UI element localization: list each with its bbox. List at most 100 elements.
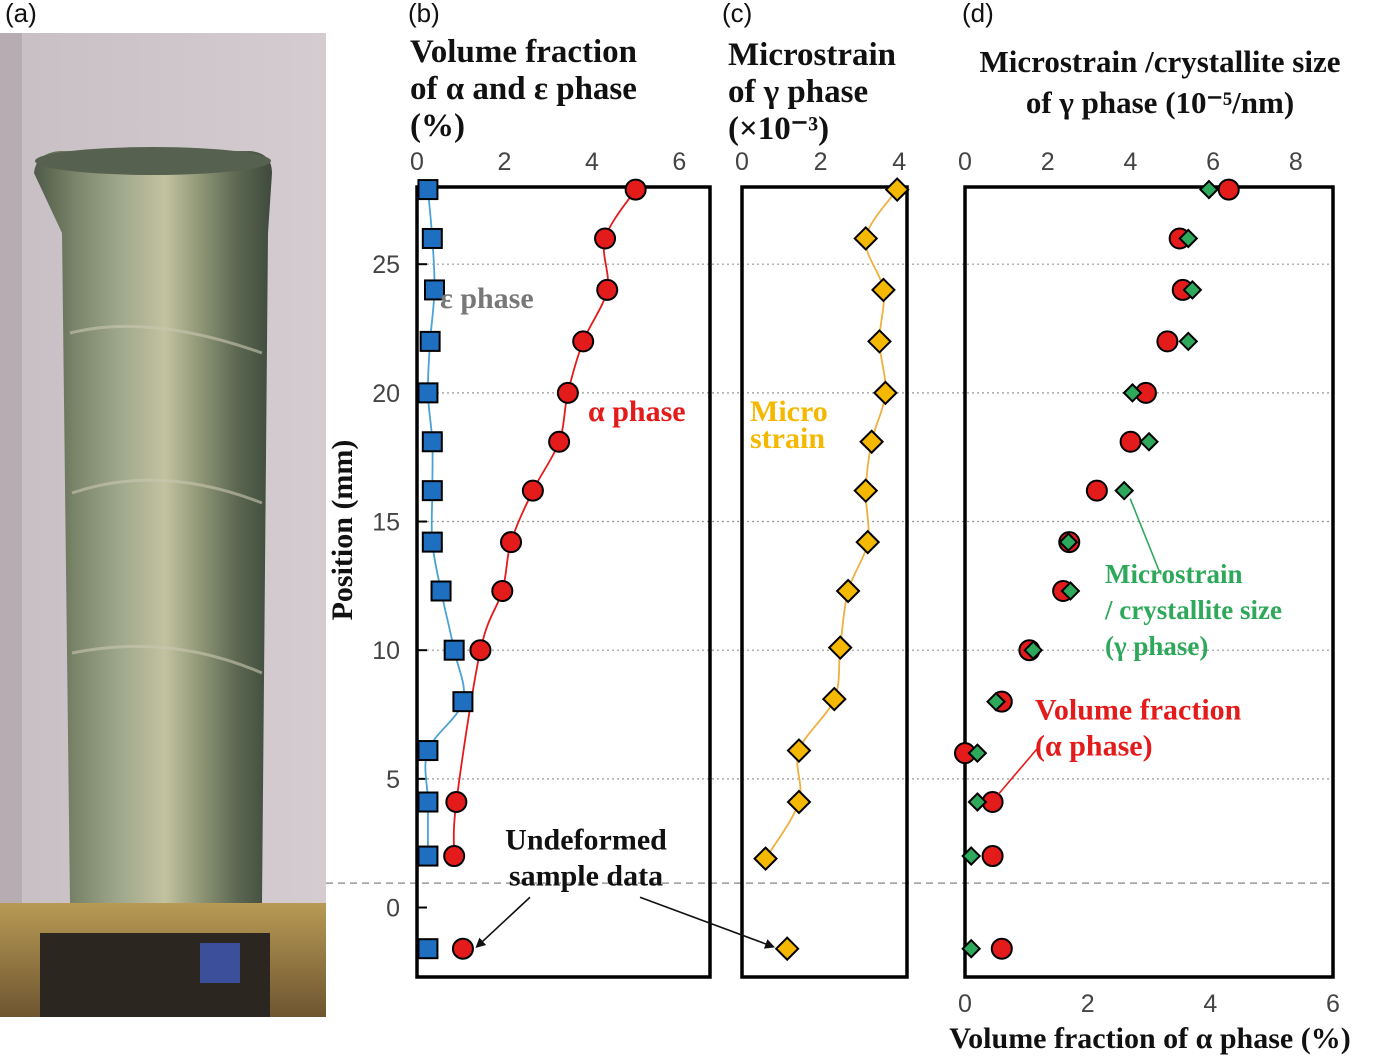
d-crystallite-point-5 — [1139, 431, 1159, 452]
frames-layer — [415, 185, 1335, 979]
epsilon-point-5 — [421, 431, 443, 453]
crystallite-label-line-1: Microstrain — [1105, 559, 1242, 589]
alpha-point-3 — [572, 330, 595, 353]
panel-b-title: Volume fraction of α and ε phase (%) — [410, 34, 637, 144]
alpha-point-10 — [445, 791, 468, 814]
microstrain-point-8 — [835, 578, 861, 604]
microstrain-point-0 — [884, 177, 910, 202]
undeformed-label-line-2: sample data — [509, 860, 663, 893]
panel-c-title-line-2: of γ phase — [728, 74, 868, 110]
d-crystallite-point-12 — [967, 792, 988, 812]
d-x-top-tick-label-0: 0 — [958, 148, 972, 176]
panel-c-title-line-1: Microstrain — [728, 37, 896, 73]
d-crystallite-point-14 — [961, 938, 982, 959]
d-crystallite-point-8 — [1060, 581, 1081, 601]
microstrain-point-6 — [853, 478, 879, 504]
epsilon-point-1 — [421, 227, 443, 249]
epsilon-point-0 — [417, 179, 439, 201]
b-x-tick-label-4: 4 — [585, 148, 599, 176]
alpha-point-4 — [556, 381, 579, 404]
microstrain-point-7 — [855, 529, 881, 555]
alpha-point-5 — [548, 430, 571, 453]
d-crystallite-point-0 — [1199, 179, 1219, 200]
crystallite-label-line-3: (γ phase) — [1105, 631, 1208, 661]
panel-b-frame — [415, 185, 712, 979]
epsilon-point-9 — [443, 639, 465, 661]
panel-b-title-line-2: of α and ε phase — [410, 71, 637, 107]
d-volume-fraction-point-5 — [1119, 430, 1142, 453]
microstrain-point-11 — [786, 738, 812, 763]
d-volume-fraction-point-0 — [1217, 178, 1240, 201]
crystallite-label-line-2: / crystallite size — [1104, 595, 1282, 625]
undeformed-arrow-c — [639, 896, 776, 949]
panel-label-b: (b) — [408, 0, 440, 28]
microstrain-point-4 — [872, 380, 898, 406]
d-volume-fraction-point-13 — [981, 845, 1004, 868]
microstrain-label-line-2: strain — [750, 422, 825, 455]
alpha-point-9 — [469, 639, 492, 662]
d-crystallite-point-4 — [1122, 382, 1143, 403]
y-axis-title: Position (mm) — [326, 440, 359, 621]
panel-b-title-line-3: (%) — [410, 108, 465, 144]
b-x-tick-label-2: 2 — [498, 148, 512, 176]
d-crystallite-point-2 — [1182, 280, 1203, 300]
ticks-layer: 0 5 10 15 20 25 0 2 4 6 0 2 4 0 2 4 6 8 0 2 4 6 — [372, 148, 1340, 1018]
microstrain-point-2 — [871, 277, 896, 303]
panel-d-frame — [963, 185, 1335, 979]
microstrain-point-13 — [753, 846, 778, 872]
d-volume-fraction-point-6 — [1085, 479, 1108, 502]
panel-c-title-line-3: (×10⁻³) — [728, 111, 829, 147]
d-crystallite-point-9 — [1023, 640, 1044, 661]
epsilon-point-12 — [417, 791, 439, 813]
alpha-point-7 — [500, 531, 523, 554]
epsilon-point-6 — [421, 480, 443, 502]
sample-photo — [0, 33, 326, 1017]
d-crystallite-point-1 — [1178, 228, 1199, 249]
panel-d-title-line-2: of γ phase (10⁻⁵/nm) — [1026, 85, 1294, 120]
panel-d-title: Microstrain /crystallite size of γ phase… — [980, 44, 1341, 120]
alpha-undeformed-point-0 — [451, 937, 474, 960]
volume-fraction-label-line-1: Volume fraction — [1035, 693, 1242, 726]
c-x-tick-label-2: 2 — [814, 148, 828, 176]
alpha-phase-label: α phase — [588, 395, 686, 428]
panel-c-title: Microstrain of γ phase (×10⁻³) — [728, 37, 896, 147]
epsilon-point-7 — [421, 531, 443, 553]
panel-label-a: (a) — [5, 0, 37, 28]
x-axis-title: Volume fraction of α phase (%) — [949, 1022, 1350, 1055]
d-crystallite-point-13 — [961, 846, 982, 866]
d-x-bottom-tick-label-4: 4 — [1203, 990, 1217, 1018]
microstrain-point-3 — [867, 328, 892, 354]
undeformed-arrow-b — [475, 896, 531, 949]
epsilon-point-10 — [452, 691, 474, 713]
photo-of-deformed-sample-tube-icon — [0, 33, 326, 1017]
microstrain-point-1 — [853, 226, 879, 251]
d-crystallite-point-11 — [967, 743, 988, 764]
b-x-tick-label-6: 6 — [672, 148, 686, 176]
c-x-tick-label-0: 0 — [735, 148, 749, 176]
epsilon-point-2 — [423, 279, 445, 301]
d-x-top-tick-label-6: 6 — [1206, 148, 1220, 176]
alpha-point-6 — [521, 479, 544, 502]
d-x-top-tick-label-8: 8 — [1289, 148, 1303, 176]
panel-d-title-line-1: Microstrain /crystallite size — [980, 44, 1341, 79]
epsilon-point-13 — [417, 845, 439, 867]
d-x-bottom-tick-label-2: 2 — [1081, 990, 1095, 1018]
d-volume-fraction-point-14 — [990, 937, 1013, 960]
d-crystallite-point-10 — [986, 691, 1006, 712]
d-crystallite-point-6 — [1114, 480, 1135, 501]
c-x-tick-label-4: 4 — [892, 148, 906, 176]
epsilon-undeformed-point-0 — [417, 938, 439, 960]
epsilon-point-3 — [419, 330, 441, 352]
epsilon-point-8 — [430, 580, 452, 602]
panel-label-d: (d) — [962, 0, 994, 28]
d-crystallite-point-7 — [1058, 532, 1079, 553]
panel-label-c: (c) — [722, 0, 752, 28]
alpha-point-11 — [443, 845, 466, 868]
microstrain-point-12 — [786, 789, 812, 815]
undeformed-label-line-1: Undeformed — [505, 824, 667, 857]
d-x-bottom-tick-label-6: 6 — [1326, 990, 1340, 1018]
microstrain-point-5 — [859, 429, 885, 455]
crystallite-leader-line — [1129, 498, 1161, 574]
